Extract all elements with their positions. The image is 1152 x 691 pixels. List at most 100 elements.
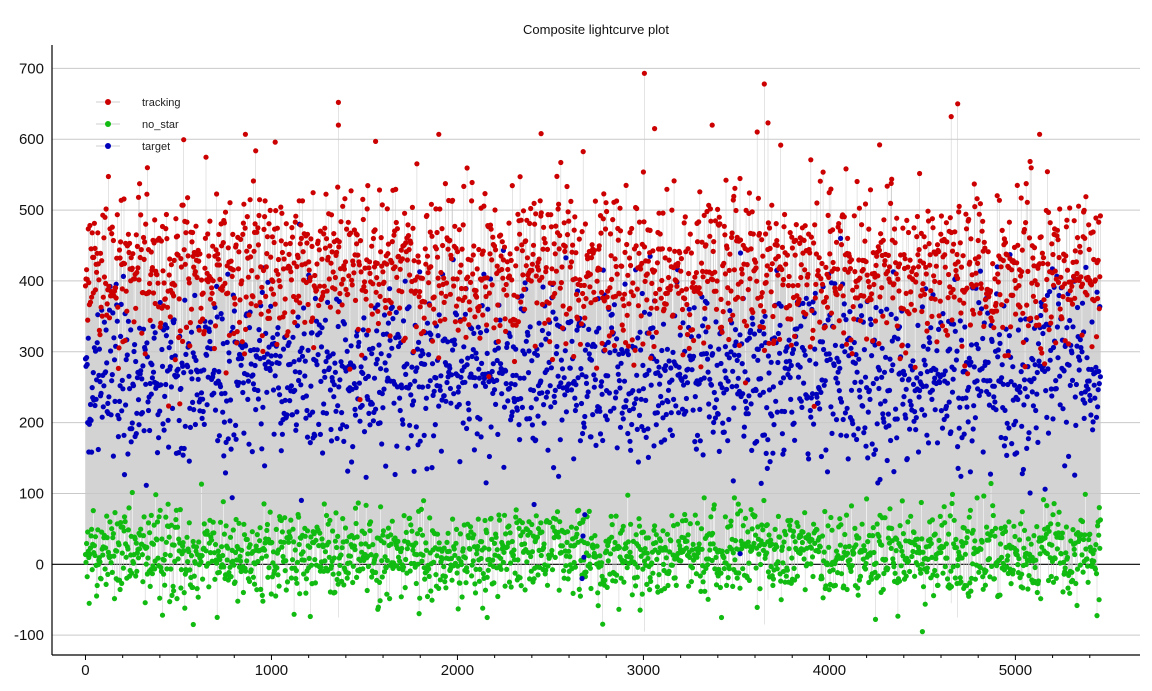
data-point xyxy=(471,330,477,336)
data-point xyxy=(518,299,524,305)
data-point xyxy=(302,533,308,539)
data-point xyxy=(542,240,548,246)
data-point xyxy=(213,247,219,253)
data-point xyxy=(628,521,634,527)
data-point xyxy=(721,429,727,435)
data-point xyxy=(374,328,380,334)
data-point xyxy=(140,326,147,332)
data-point xyxy=(890,556,896,562)
data-point xyxy=(565,209,571,215)
data-point xyxy=(826,351,832,357)
data-point xyxy=(1040,330,1046,337)
data-point xyxy=(369,311,375,317)
data-point xyxy=(96,372,102,378)
data-point xyxy=(955,444,961,450)
data-point xyxy=(586,508,592,514)
data-point xyxy=(148,249,154,255)
data-point xyxy=(583,569,589,575)
data-point xyxy=(736,352,742,358)
data-point xyxy=(822,508,828,515)
data-point xyxy=(196,539,202,545)
data-point xyxy=(514,294,520,300)
data-point xyxy=(753,532,759,538)
data-point xyxy=(639,260,645,266)
data-point xyxy=(244,248,250,254)
data-point xyxy=(789,234,795,240)
data-point xyxy=(1008,581,1014,587)
data-point xyxy=(105,571,111,578)
data-point xyxy=(145,399,151,405)
data-point xyxy=(922,362,928,368)
data-point xyxy=(462,294,468,300)
data-point xyxy=(89,294,95,300)
data-point xyxy=(291,293,297,300)
data-point xyxy=(613,513,619,519)
data-point xyxy=(294,559,301,566)
data-point xyxy=(549,547,555,554)
data-point xyxy=(84,355,90,361)
data-point xyxy=(718,360,724,367)
data-point xyxy=(105,400,111,406)
data-point xyxy=(750,321,756,327)
data-point xyxy=(795,374,802,380)
data-point xyxy=(965,528,971,534)
data-point xyxy=(817,319,823,325)
data-point xyxy=(599,379,605,385)
data-point xyxy=(488,226,494,232)
data-point xyxy=(1062,463,1068,469)
data-point xyxy=(413,424,419,430)
data-point xyxy=(611,405,617,411)
data-point xyxy=(281,539,287,545)
data-point xyxy=(903,415,909,421)
data-point xyxy=(362,355,368,361)
data-point xyxy=(119,550,125,556)
data-point xyxy=(556,534,562,540)
data-point xyxy=(125,451,131,457)
data-point xyxy=(515,557,521,563)
data-point xyxy=(563,255,569,261)
data-point xyxy=(423,395,429,401)
data-point xyxy=(268,286,274,292)
data-point xyxy=(417,527,423,533)
data-point xyxy=(1034,524,1040,530)
data-point xyxy=(469,573,475,579)
data-point xyxy=(486,290,492,296)
data-point xyxy=(578,366,584,372)
data-point xyxy=(178,567,184,573)
data-point xyxy=(326,554,332,560)
data-point xyxy=(1011,523,1017,529)
data-point xyxy=(948,568,954,574)
data-point xyxy=(383,463,389,469)
data-point xyxy=(273,208,279,214)
data-point xyxy=(775,359,781,366)
data-point xyxy=(829,527,835,533)
data-point xyxy=(659,246,666,252)
data-point xyxy=(428,331,434,338)
data-point xyxy=(604,417,610,423)
data-point xyxy=(151,335,157,341)
data-point xyxy=(556,246,562,252)
data-point xyxy=(506,273,513,279)
data-point xyxy=(614,336,620,342)
data-point xyxy=(406,304,412,310)
data-point xyxy=(241,201,247,207)
data-point xyxy=(559,264,565,270)
data-point xyxy=(518,396,524,402)
data-point xyxy=(193,357,199,363)
data-point xyxy=(235,598,241,604)
data-point xyxy=(759,319,765,325)
data-point xyxy=(254,532,260,538)
data-point xyxy=(672,248,678,254)
data-point xyxy=(787,374,793,381)
data-point xyxy=(915,562,921,568)
data-point xyxy=(199,553,205,559)
data-point xyxy=(774,566,780,572)
data-point xyxy=(356,380,362,386)
data-point xyxy=(770,384,777,390)
data-point xyxy=(438,448,444,454)
data-point xyxy=(559,417,565,423)
data-point xyxy=(678,558,684,564)
data-point xyxy=(533,437,539,443)
data-point xyxy=(225,290,231,296)
